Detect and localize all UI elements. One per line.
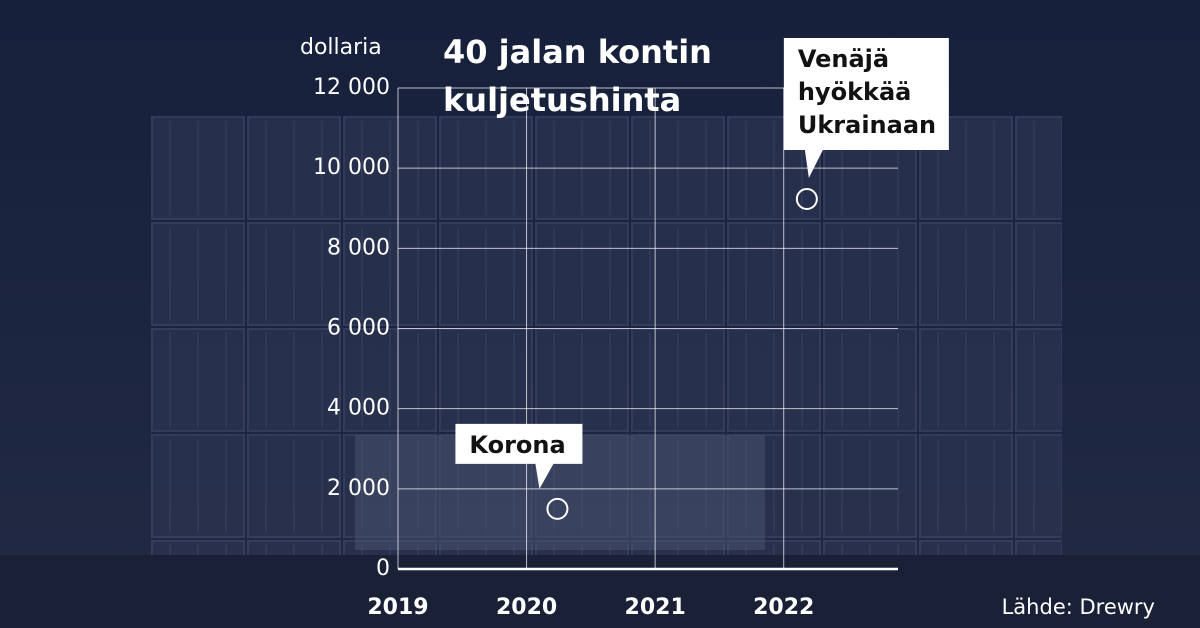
chart-title: kuljetushinta	[443, 81, 681, 119]
y-tick-label: 10 000	[313, 155, 390, 180]
annotation-text: Korona	[469, 431, 565, 459]
annotation-text: hyökkää	[798, 78, 912, 106]
annotation-marker	[795, 188, 818, 211]
y-tick-label: 6 000	[327, 316, 390, 341]
x-tick-label: 2021	[625, 595, 686, 620]
plot: 0 2 000 4 000 6 000 8 000 10 000 12 000 2019 202…	[313, 38, 949, 620]
source: Lähde: Drewry	[1002, 595, 1155, 619]
annotation-box	[455, 423, 583, 489]
y-tick-label: 12 000	[313, 75, 390, 100]
y-tick-label: 2 000	[327, 476, 390, 501]
y-tick-label: 4 000	[327, 396, 390, 421]
annotation-text: Ukrainaan	[798, 111, 936, 139]
annotation-marker	[546, 497, 569, 520]
y-tick-label: 8 000	[327, 235, 390, 260]
ground	[0, 555, 1200, 628]
annotation-box	[783, 38, 949, 179]
chart-title: 40 jalan kontin	[443, 33, 712, 71]
y-tick-label: 0	[376, 556, 390, 581]
annotation-text: Venäjä	[798, 45, 889, 73]
x-tick-label: 2019	[367, 595, 428, 620]
x-tick-label: 2022	[753, 595, 814, 620]
y-axis-label: dollaria	[300, 35, 382, 60]
x-tick-label: 2020	[496, 595, 557, 620]
